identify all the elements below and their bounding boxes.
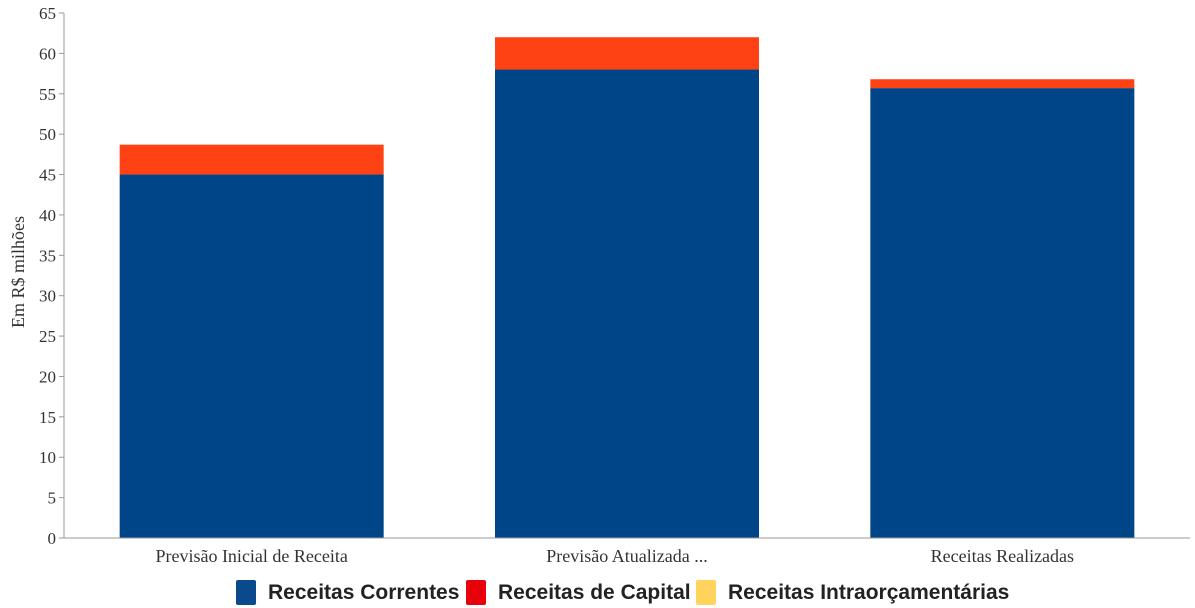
y-tick-label: 0 [48, 529, 57, 548]
y-tick-label: 25 [39, 327, 56, 346]
y-tick-label: 30 [39, 287, 56, 306]
x-category-labels: Previsão Inicial de Receita Previsão Atua… [155, 546, 1074, 566]
y-tick-label: 20 [39, 367, 56, 386]
legend-swatch [466, 580, 486, 605]
x-category-label: Previsão Inicial de Receita [155, 546, 347, 566]
x-category-label: Receitas Realizadas [931, 546, 1074, 566]
legend-label: Receitas de Capital [498, 581, 691, 604]
y-tick-label: 40 [39, 206, 56, 225]
y-axis-title: Em R$ milhões [8, 216, 28, 328]
bar-segment [870, 88, 1135, 538]
bar-segment [119, 144, 384, 175]
y-tick-label: 15 [39, 408, 56, 427]
legend-swatch [696, 580, 716, 605]
y-tick-label: 35 [39, 246, 56, 265]
bar-segment [870, 79, 1135, 89]
bar-segment [495, 69, 759, 539]
y-tick-label: 65 [39, 4, 56, 23]
x-category-label: Previsão Atualizada ... [546, 546, 707, 566]
legend: Receitas Correntes Receitas de Capital Rec… [236, 580, 1009, 605]
y-tick-label: 60 [39, 44, 56, 63]
y-tick-labels: 0 5 10 15 20 25 30 35 40 45 50 55 60 65 [39, 4, 64, 548]
y-tick-label: 50 [39, 125, 56, 144]
legend-label: Receitas Intraorçamentárias [728, 581, 1009, 604]
y-tick-label: 45 [39, 166, 56, 185]
y-tick-label: 10 [39, 448, 56, 467]
legend-label: Receitas Correntes [268, 581, 459, 604]
legend-swatch [236, 580, 256, 605]
bar-segment [119, 174, 384, 539]
y-tick-label: 5 [48, 489, 57, 508]
bar-segment [495, 37, 759, 70]
y-tick-label: 55 [39, 85, 56, 104]
bars-group [119, 37, 1135, 539]
